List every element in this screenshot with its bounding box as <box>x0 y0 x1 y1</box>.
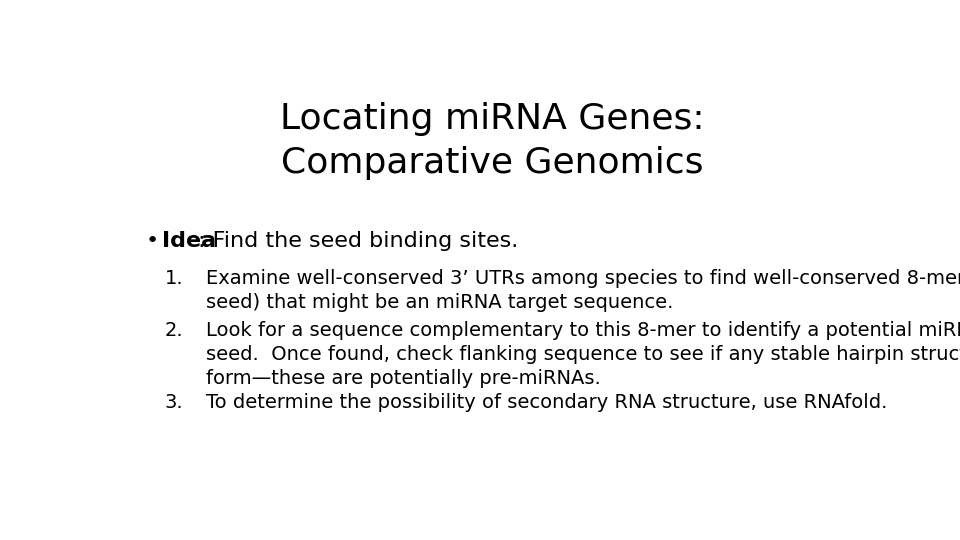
Text: Look for a sequence complementary to this 8-mer to identify a potential miRNA
se: Look for a sequence complementary to thi… <box>205 321 960 388</box>
Text: Locating miRNA Genes:
Comparative Genomics: Locating miRNA Genes: Comparative Genomi… <box>279 102 705 180</box>
Text: : Find the seed binding sites.: : Find the seed binding sites. <box>198 231 518 251</box>
Text: 2.: 2. <box>164 321 183 340</box>
Text: 1.: 1. <box>164 268 183 287</box>
Text: Examine well-conserved 3’ UTRs among species to find well-conserved 8-mers (A +
: Examine well-conserved 3’ UTRs among spe… <box>205 268 960 312</box>
Text: 3.: 3. <box>164 393 183 412</box>
Text: To determine the possibility of secondary RNA structure, use RNAfold.: To determine the possibility of secondar… <box>205 393 887 412</box>
Text: Idea: Idea <box>162 231 217 251</box>
Text: •: • <box>146 231 159 251</box>
